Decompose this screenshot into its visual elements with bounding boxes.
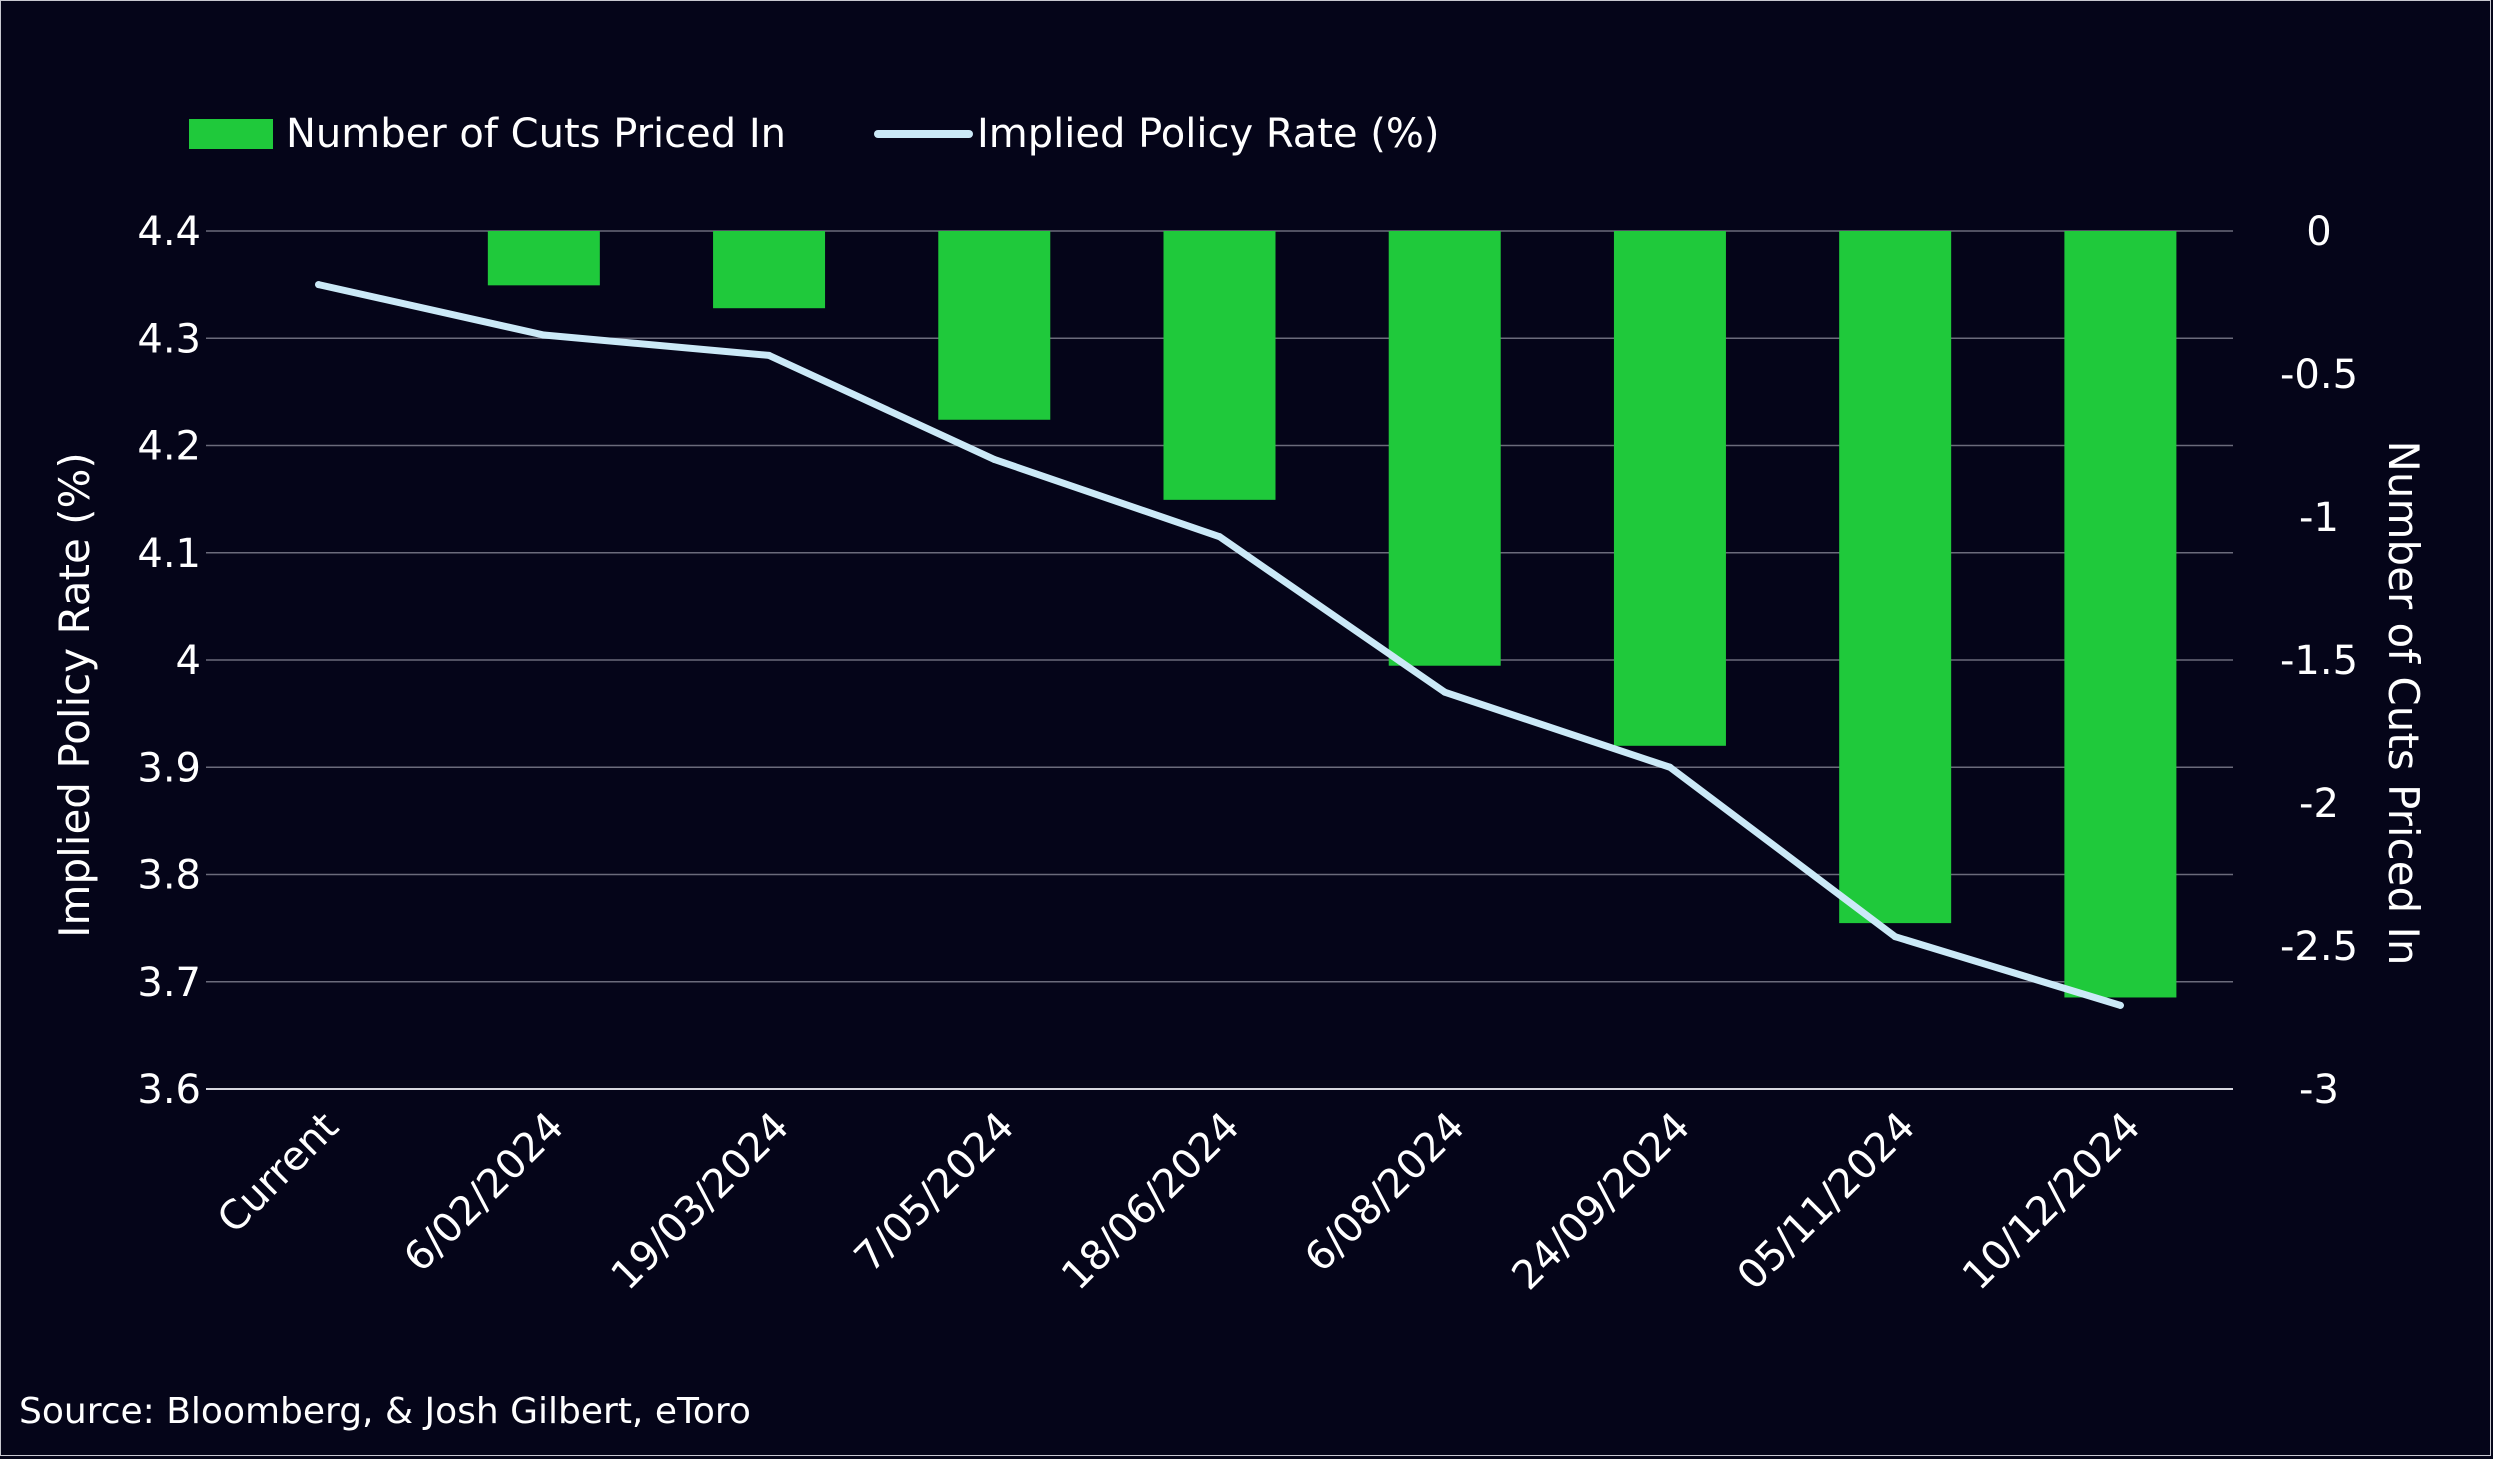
line-point xyxy=(540,331,548,339)
x-tick-label: Current xyxy=(209,1104,348,1243)
x-tick-label: 05/11/2024 xyxy=(1729,1104,1925,1300)
y2-tick-label: -1 xyxy=(2299,495,2339,541)
bar-cuts xyxy=(1388,231,1501,666)
y-tick-label: 4 xyxy=(176,638,201,684)
y-tick-label: 4.3 xyxy=(137,316,201,362)
x-tick-label: 24/09/2024 xyxy=(1503,1104,1699,1300)
legend: Number of Cuts Priced In Implied Policy … xyxy=(189,111,1440,157)
bar-cuts xyxy=(1163,231,1276,500)
y-axis-label: Implied Policy Rate (%) xyxy=(50,452,99,938)
y-tick-label: 4.4 xyxy=(137,209,201,255)
line-point xyxy=(2116,1001,2124,1009)
x-tick-label: 19/03/2024 xyxy=(603,1104,799,1300)
bar-cuts xyxy=(2064,231,2177,998)
x-tick-label: 18/06/2024 xyxy=(1053,1104,1249,1300)
y2-tick-label: -2 xyxy=(2299,781,2339,827)
y2-tick-label: -0.5 xyxy=(2280,352,2358,398)
x-tick-label: 10/12/2024 xyxy=(1954,1104,2150,1300)
y-tick-label: 3.6 xyxy=(137,1067,201,1113)
line-point xyxy=(1666,763,1674,771)
line-point xyxy=(315,281,323,289)
left-axis-ticks: 4.4 4.3 4.2 4.1 4 3.9 3.8 3.7 3.6 xyxy=(137,209,201,1113)
y-tick-label: 4.2 xyxy=(137,424,201,470)
legend-label-rate: Implied Policy Rate (%) xyxy=(977,111,1440,157)
x-tick-label: 6/08/2024 xyxy=(1296,1104,1474,1282)
bar-cuts xyxy=(1613,231,1726,746)
line-point xyxy=(765,351,773,359)
line-point xyxy=(1441,688,1449,696)
y2-tick-label: -1.5 xyxy=(2280,638,2358,684)
x-axis-ticks: Current 6/02/2024 19/03/2024 7/05/2024 18/06… xyxy=(209,1104,2150,1300)
y2-tick-label: -2.5 xyxy=(2280,924,2358,970)
bar-cuts xyxy=(1839,231,1952,924)
y2-axis-label: Number of Cuts Priced In xyxy=(2379,440,2428,965)
line-point xyxy=(990,455,998,463)
y-tick-label: 3.7 xyxy=(137,960,201,1006)
bar-cuts xyxy=(487,231,600,286)
bars xyxy=(487,231,2177,998)
line-point xyxy=(1891,933,1899,941)
rate-line xyxy=(315,281,2124,1009)
x-tick-label: 6/02/2024 xyxy=(395,1104,573,1282)
y-tick-label: 3.9 xyxy=(137,745,201,791)
y2-tick-label: 0 xyxy=(2306,209,2331,255)
legend-swatch-cuts xyxy=(189,119,273,149)
source-note: Source: Bloomberg, & Josh Gilbert, eToro xyxy=(19,1391,751,1432)
y-tick-label: 3.8 xyxy=(137,853,201,899)
line-point xyxy=(1216,533,1223,541)
y2-tick-label: -3 xyxy=(2299,1067,2339,1113)
bar-cuts xyxy=(938,231,1051,420)
x-tick-label: 7/05/2024 xyxy=(846,1104,1024,1282)
bar-cuts xyxy=(713,231,826,309)
legend-label-cuts: Number of Cuts Priced In xyxy=(286,111,786,157)
y-tick-label: 4.1 xyxy=(137,531,201,577)
right-axis-ticks: 0 -0.5 -1 -1.5 -2 -2.5 -3 xyxy=(2280,209,2358,1113)
